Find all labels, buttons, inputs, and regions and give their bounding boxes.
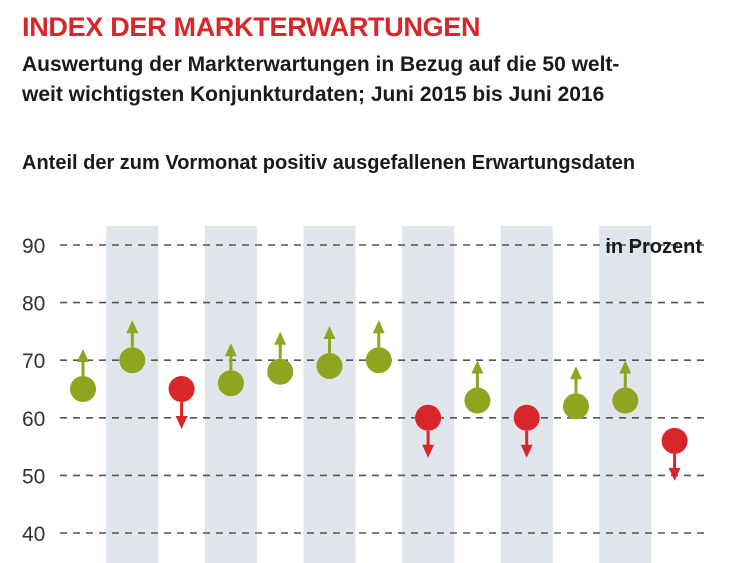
data-point-negative — [661, 427, 688, 454]
data-point-positive — [563, 393, 589, 420]
arrow-up-head — [471, 360, 484, 374]
arrow-down-head — [175, 416, 188, 429]
chart-caption: Anteil der zum Vormonat positiv ausgefal… — [22, 152, 636, 174]
subtitle-line-2: weit wichtigsten Konjunkturdaten; Juni 2… — [22, 83, 605, 106]
arrow-down-head — [422, 444, 435, 458]
data-point-positive — [365, 347, 392, 374]
unit-label: in Prozent — [605, 236, 702, 258]
background-band — [303, 226, 356, 563]
background-band — [500, 226, 553, 563]
arrow-up-head — [570, 366, 582, 380]
y-tick-label: 80 — [22, 293, 45, 316]
arrow-up-head — [224, 343, 237, 357]
data-point-positive — [217, 370, 244, 397]
arrow-up-head — [126, 320, 139, 334]
arrow-down-head — [520, 444, 533, 458]
data-point-positive — [267, 358, 294, 385]
data-point-positive — [612, 387, 639, 414]
arrow-down-head — [668, 467, 681, 481]
background-band — [106, 226, 159, 563]
chart-subtitle: Auswertung der Markterwartungen in Bezug… — [22, 50, 732, 110]
y-tick-label: 40 — [22, 523, 45, 546]
data-point-negative — [168, 376, 195, 402]
arrow-up-head — [274, 331, 287, 345]
arrow-up-head — [77, 349, 89, 362]
data-point-positive — [464, 387, 491, 414]
arrow-up-head — [619, 360, 632, 374]
background-band — [402, 226, 455, 563]
arrow-up-head — [372, 320, 385, 334]
data-point-positive — [70, 376, 96, 402]
y-tick-label: 50 — [22, 465, 45, 488]
data-point-negative — [415, 404, 442, 431]
y-tick-label: 90 — [22, 235, 45, 258]
data-point-positive — [316, 352, 343, 379]
data-point-positive — [119, 347, 146, 374]
y-tick-label: 70 — [22, 350, 45, 373]
data-point-negative — [513, 404, 540, 431]
subtitle-line-1: Auswertung der Markterwartungen in Bezug… — [22, 53, 620, 76]
y-tick-label: 60 — [22, 408, 45, 431]
chart-title: INDEX DER MARKTERWARTUNGEN — [22, 12, 481, 42]
arrow-up-head — [323, 325, 336, 339]
